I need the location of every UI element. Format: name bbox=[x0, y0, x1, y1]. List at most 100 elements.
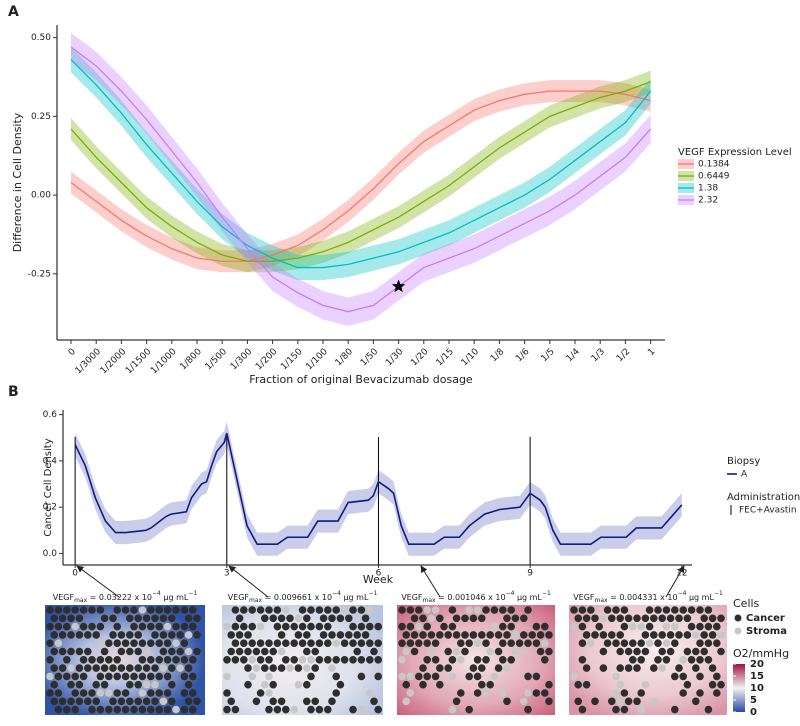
cancer-cell bbox=[370, 647, 378, 656]
cancer-cell bbox=[96, 656, 105, 664]
cancer-cell bbox=[713, 622, 721, 631]
cancer-cell bbox=[494, 631, 503, 639]
cancer-cell bbox=[130, 622, 138, 631]
cancer-cell bbox=[473, 672, 482, 681]
x-tick-label: 1/800 bbox=[178, 347, 204, 373]
cancer-cell bbox=[423, 639, 432, 647]
stroma-cell bbox=[265, 672, 273, 681]
cancer-cell bbox=[696, 606, 704, 614]
stroma-cell bbox=[612, 672, 620, 681]
cancer-cell bbox=[163, 689, 172, 697]
cancer-cell bbox=[696, 622, 704, 631]
cancer-cell bbox=[223, 656, 231, 664]
cancer-cell bbox=[189, 622, 197, 631]
cancer-cell bbox=[545, 631, 553, 639]
cancer-cell bbox=[277, 664, 286, 672]
cancer-cell bbox=[138, 656, 147, 664]
stroma-cell bbox=[172, 639, 180, 647]
line bbox=[70, 90, 651, 262]
cancer-cell bbox=[269, 680, 278, 689]
cancer-cell bbox=[578, 622, 587, 631]
legend-label: 0.6449 bbox=[698, 172, 730, 182]
cancer-cell bbox=[244, 647, 252, 656]
cancer-cell bbox=[444, 664, 453, 672]
cancer-cell bbox=[696, 689, 704, 697]
cancer-cell bbox=[541, 622, 549, 631]
cancer-cell bbox=[353, 631, 362, 639]
caption-part: VEGF bbox=[401, 593, 423, 602]
legend-label: 1.38 bbox=[698, 184, 718, 194]
cancer-cell bbox=[235, 631, 244, 639]
cancer-cell bbox=[130, 672, 138, 681]
cancer-cell bbox=[366, 622, 374, 631]
cancer-cell bbox=[155, 672, 163, 681]
stroma-cell bbox=[286, 664, 294, 672]
cancer-cell bbox=[105, 639, 113, 647]
cancer-cell bbox=[121, 639, 130, 647]
cancer-cell bbox=[431, 672, 440, 681]
caption-part: VEGF bbox=[228, 593, 250, 602]
cancer-cell bbox=[499, 606, 507, 614]
cancer-cell bbox=[486, 680, 495, 689]
legend-label: Stroma bbox=[746, 626, 787, 637]
cancer-cell bbox=[324, 622, 332, 631]
cancer-cell bbox=[193, 631, 201, 639]
cancer-cell bbox=[113, 672, 121, 681]
cancer-cell bbox=[704, 622, 713, 631]
cancer-cell bbox=[58, 697, 67, 706]
cancer-cell bbox=[696, 672, 704, 681]
cancer-cell bbox=[235, 614, 244, 623]
cancer-cell bbox=[582, 680, 591, 689]
cancer-cell bbox=[654, 606, 662, 614]
cancer-cell bbox=[189, 606, 197, 614]
cancer-cell bbox=[105, 672, 113, 681]
cancer-cell bbox=[507, 639, 515, 647]
cancer-cell bbox=[138, 622, 147, 631]
stroma-cell bbox=[499, 689, 507, 697]
cancer-cell bbox=[469, 631, 478, 639]
cancer-cell bbox=[75, 631, 84, 639]
cancer-cell bbox=[361, 631, 370, 639]
caption-part: −1 bbox=[188, 590, 197, 597]
stroma-cell bbox=[612, 689, 620, 697]
cancer-cell bbox=[461, 614, 469, 623]
stroma-cell bbox=[303, 664, 311, 672]
cancer-cell bbox=[151, 631, 159, 639]
stroma-cell bbox=[223, 672, 231, 681]
stroma-cell bbox=[431, 606, 440, 614]
colorbar-label: 5 bbox=[750, 695, 757, 706]
y-tick-label: -0.25 bbox=[28, 269, 51, 279]
cancer-cell bbox=[319, 631, 328, 639]
stroma-cell bbox=[332, 639, 341, 647]
cancer-cell bbox=[357, 639, 366, 647]
cancer-cell bbox=[231, 639, 240, 647]
cancer-cell bbox=[503, 697, 511, 706]
stroma-cell bbox=[142, 647, 151, 656]
cancer-cell bbox=[180, 606, 189, 614]
cancer-cell bbox=[478, 680, 486, 689]
cancer-cell bbox=[658, 614, 666, 623]
cancer-cell bbox=[92, 697, 100, 706]
cancer-cell bbox=[406, 606, 415, 614]
cancer-cell bbox=[324, 639, 332, 647]
cancer-cell bbox=[637, 656, 645, 664]
caption-part: = 0.001046 x 10 bbox=[436, 593, 506, 602]
cancer-cell bbox=[67, 697, 75, 706]
cancer-cell bbox=[616, 647, 624, 656]
cancer-cell bbox=[532, 639, 541, 647]
cancer-cell bbox=[282, 705, 290, 714]
cancer-cell bbox=[307, 705, 315, 714]
cancer-cell bbox=[147, 705, 155, 714]
y-tick-label: 0.0 bbox=[43, 549, 58, 559]
cancer-cell bbox=[332, 656, 341, 664]
cancer-cell bbox=[282, 622, 290, 631]
cancer-cell bbox=[84, 697, 92, 706]
cancer-cell bbox=[620, 606, 629, 614]
cancer-cell bbox=[159, 614, 168, 623]
cancer-cell bbox=[269, 697, 278, 706]
cancer-cell bbox=[679, 606, 687, 614]
cancer-cell bbox=[415, 672, 423, 681]
cancer-cell bbox=[633, 614, 641, 623]
cancer-cell bbox=[662, 656, 671, 664]
